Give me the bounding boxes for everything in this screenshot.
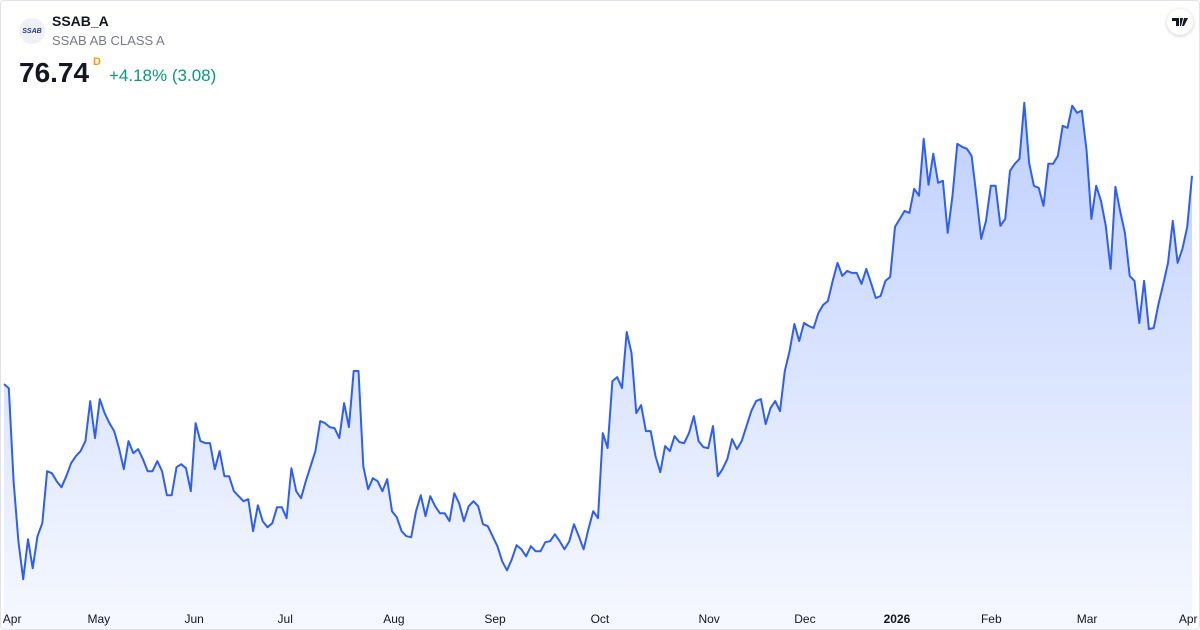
price-line <box>3 101 1193 581</box>
tv-icon <box>1172 18 1188 26</box>
x-tick-label: Apr <box>1179 612 1198 626</box>
change: +4.18% (3.08) <box>109 66 217 85</box>
x-tick-label: Nov <box>698 612 719 626</box>
interval: D <box>93 56 101 68</box>
x-tick-label: Apr <box>3 612 22 626</box>
x-tick-label: Feb <box>981 612 1002 626</box>
x-tick-label: 2026 <box>884 612 911 626</box>
x-tick-label: Jul <box>278 612 293 626</box>
x-tick-label: Mar <box>1077 612 1098 626</box>
x-tick-label: Jun <box>184 612 203 626</box>
company-name: SSAB AB CLASS A <box>52 33 165 48</box>
area-fill <box>4 102 1192 629</box>
x-tick-label: Aug <box>383 612 404 626</box>
x-tick-label: May <box>88 612 111 626</box>
symbol[interactable]: SSAB_A <box>52 13 109 29</box>
tradingview-logo[interactable] <box>1167 9 1193 35</box>
logo: SSAB <box>19 18 45 44</box>
x-tick-label: Dec <box>794 612 815 626</box>
price: 76.74 <box>19 57 90 88</box>
x-tick-label: Sep <box>484 612 506 626</box>
x-tick-label: Oct <box>591 612 610 626</box>
